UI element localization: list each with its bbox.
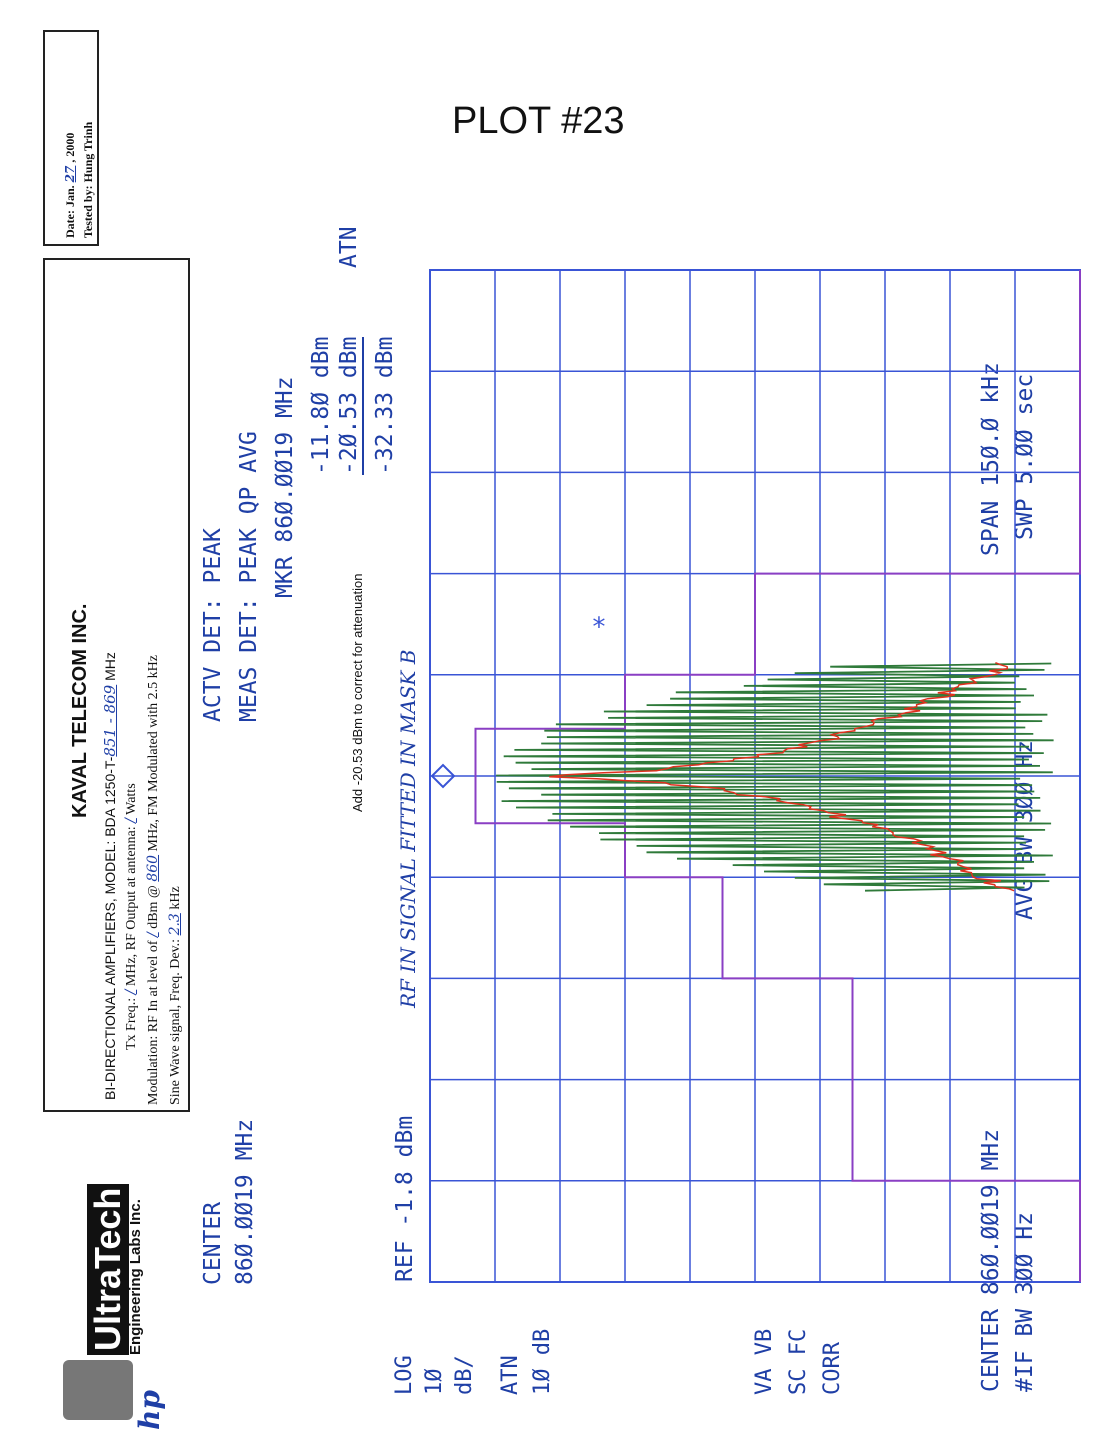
signal-trace: [496, 662, 1054, 892]
date-box: Date: Jan. 27 , 2000 Tested by: Hung Tri…: [43, 30, 99, 246]
plot-markers: *: [430, 613, 607, 789]
mask-line: [474, 270, 1081, 1282]
logo-emblem-icon: [63, 1360, 133, 1420]
noise-trace: [549, 662, 1015, 892]
plot-title: PLOT #23: [452, 100, 625, 142]
info-box: KAVAL TELECOM INC. BI-DIRECTIONAL AMPLIF…: [43, 258, 190, 1112]
marker-asterisk-icon: *: [591, 613, 607, 643]
marker-diamond-icon: [430, 763, 456, 789]
plot-traces: [474, 270, 1081, 1282]
lab-logo: UltraTech Engineering Labs Inc. hp: [55, 1183, 170, 1430]
